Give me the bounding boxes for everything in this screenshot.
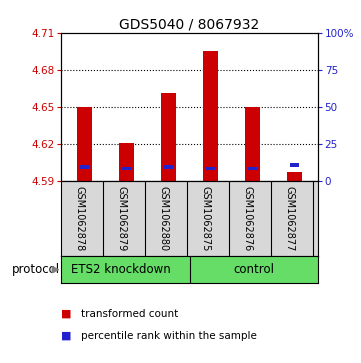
Title: GDS5040 / 8067932: GDS5040 / 8067932 (119, 17, 260, 32)
Text: GSM1062876: GSM1062876 (243, 186, 253, 251)
Bar (206, 167, 215, 170)
Text: percentile rank within the sample: percentile rank within the sample (81, 331, 257, 341)
Bar (245, 107, 260, 181)
Bar (287, 172, 302, 181)
Bar (164, 166, 173, 169)
Text: GSM1062875: GSM1062875 (200, 186, 210, 252)
Text: ■: ■ (61, 309, 72, 319)
Text: transformed count: transformed count (81, 309, 178, 319)
Bar (77, 107, 92, 181)
Text: ETS2 knockdown: ETS2 knockdown (71, 263, 171, 276)
Text: GSM1062880: GSM1062880 (158, 186, 169, 251)
Bar (248, 167, 257, 170)
Text: GSM1062877: GSM1062877 (284, 186, 295, 252)
Bar (203, 51, 218, 181)
Text: protocol: protocol (12, 263, 60, 276)
Bar (80, 166, 89, 169)
Text: ■: ■ (61, 331, 72, 341)
Text: GSM1062879: GSM1062879 (117, 186, 126, 251)
Text: control: control (233, 263, 274, 276)
Text: GSM1062878: GSM1062878 (74, 186, 84, 251)
Bar (161, 93, 176, 181)
Bar (290, 163, 299, 167)
Bar (119, 143, 134, 181)
Bar (122, 167, 131, 170)
Bar (190, 256, 318, 283)
Bar (61, 256, 190, 283)
